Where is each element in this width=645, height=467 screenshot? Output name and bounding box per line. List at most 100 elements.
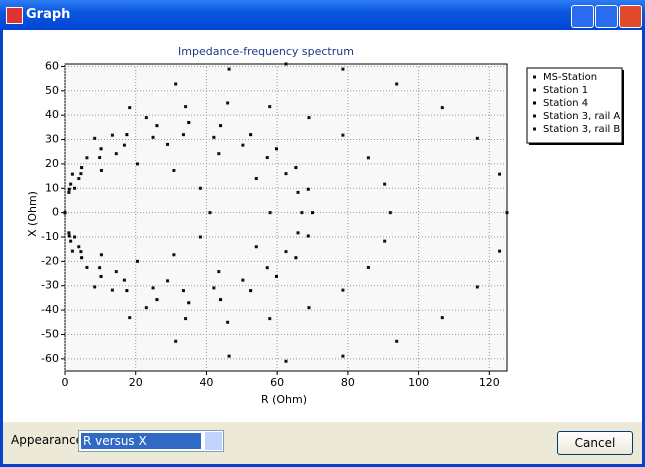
y-tick-label: -20 [41,254,59,267]
point [70,249,74,253]
x-tick-label: 40 [199,376,213,389]
point [294,256,298,260]
maximize-button[interactable] [595,5,618,28]
point [67,231,71,235]
cancel-button[interactable]: Cancel [557,431,633,455]
point [306,187,310,191]
point [341,354,345,358]
x-tick-label: 120 [479,376,500,389]
point [254,245,258,249]
point [341,133,345,137]
point [498,172,502,176]
legend-label: Station 4 [543,98,588,109]
point [128,316,132,320]
point [284,62,288,66]
point [505,211,509,215]
point [174,82,178,86]
point [274,274,278,278]
point [265,266,269,270]
point [63,211,67,215]
point [198,186,202,190]
point [274,147,278,151]
y-tick-label: 10 [45,181,59,194]
point [366,265,370,269]
point [187,120,191,124]
point [440,316,444,320]
legend-label: Station 3, rail A [543,111,620,122]
point [219,298,223,302]
point [181,133,185,137]
y-tick-label: -50 [41,327,59,340]
x-axis-label: R (Ohm) [261,393,307,406]
point [172,168,176,172]
point [110,133,114,137]
point [98,266,102,270]
point [254,177,258,181]
point [114,270,118,274]
point [99,253,103,257]
y-tick-label: 50 [45,84,59,97]
point [440,106,444,110]
point [217,152,221,156]
bottom-bar: Appearance R versus X Cancel [3,422,642,464]
point [307,306,311,310]
point [311,211,315,215]
point [99,168,103,172]
combo-arrow[interactable] [205,432,222,450]
point [341,288,345,292]
point [341,67,345,71]
point [135,259,139,263]
legend-marker [533,75,536,79]
x-tick-label: 100 [408,376,429,389]
point [249,133,253,137]
point [268,211,272,215]
point [284,359,288,363]
point [98,156,102,160]
point [125,133,129,137]
point [67,234,71,238]
point [181,289,185,293]
point [226,320,230,324]
point [184,105,188,109]
point [294,166,298,170]
point [99,147,103,151]
point [151,135,155,139]
point [241,143,245,147]
legend-marker [533,114,536,118]
x-tick-label: 0 [62,376,69,389]
close-button[interactable] [619,5,642,28]
point [475,285,479,289]
point [284,172,288,176]
point [110,288,114,292]
point [388,211,392,215]
point [227,67,231,71]
point [144,116,148,120]
appearance-combo[interactable]: R versus X [78,430,224,452]
point [383,182,387,186]
point [79,172,83,176]
minimize-button[interactable] [571,5,594,28]
point [475,136,479,140]
point [249,289,253,293]
point [80,166,84,170]
point [166,279,170,283]
y-tick-label: 0 [52,206,59,219]
y-tick-label: 20 [45,157,59,170]
point [85,156,89,160]
point [69,239,73,243]
y-tick-label: 40 [45,108,59,121]
point [227,354,231,358]
legend-label: Station 3, rail B [543,124,620,135]
point [268,317,272,321]
point [166,142,170,146]
point [99,274,103,278]
point [174,339,178,343]
point [114,152,118,156]
point [67,187,71,191]
y-tick-label: 60 [45,59,59,72]
x-tick-label: 80 [341,376,355,389]
point [135,162,139,166]
point [155,298,159,302]
point [122,143,126,147]
